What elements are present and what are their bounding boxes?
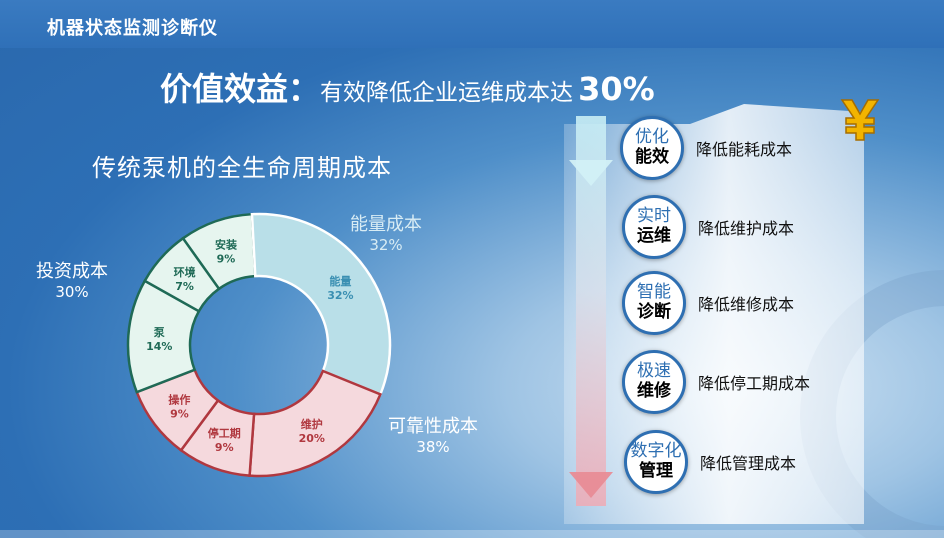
benefit-badge: 数字化 管理 [624, 430, 688, 494]
benefit-item-management: 数字化 管理 降低管理成本 [624, 430, 796, 494]
group-percent: 38% [416, 438, 450, 457]
headline: 价值效益：有效降低企业运维成本达 30% [160, 64, 655, 110]
group-label-reliability: 可靠性成本 38% [388, 415, 478, 458]
slice-value: 32% [327, 289, 353, 302]
badge-bottom: 运维 [637, 226, 671, 246]
slice-label: 泵 [154, 326, 165, 339]
group-percent: 32% [369, 236, 403, 255]
chart-title: 传统泵机的全生命周期成本 [92, 154, 392, 182]
badge-top: 极速 [637, 361, 671, 382]
benefit-label: 降低维护成本 [698, 219, 795, 238]
slice-value: 14% [146, 340, 172, 353]
badge-bottom: 能效 [635, 147, 669, 167]
benefit-item-repair: 智能 诊断 降低维修成本 [622, 271, 794, 335]
headline-percent: 30% [578, 70, 655, 108]
benefit-item-maintenance: 实时 运维 降低维护成本 [622, 195, 794, 259]
badge-top: 实时 [637, 206, 671, 227]
slice-label: 环境 [174, 265, 196, 279]
group-percent: 30% [55, 283, 89, 302]
badge-top: 智能 [637, 282, 671, 303]
benefits-panel [564, 104, 864, 524]
yen-icon [840, 99, 880, 141]
donut-hole [191, 277, 327, 413]
arrow-head-top [569, 160, 613, 186]
arrow-head-bottom [569, 472, 613, 498]
slice-label: 安装 [215, 238, 237, 252]
benefit-label: 降低能耗成本 [696, 140, 793, 159]
group-label-investment: 投资成本 30% [36, 260, 108, 303]
benefit-label: 降低维修成本 [698, 295, 795, 314]
benefit-item-downtime: 极速 维修 降低停工期成本 [622, 350, 810, 414]
benefit-label: 降低管理成本 [700, 454, 797, 473]
benefit-badge: 优化 能效 [620, 116, 684, 180]
benefit-badge: 智能 诊断 [622, 271, 686, 335]
slice-value: 9% [170, 408, 189, 421]
bottom-strip [0, 530, 944, 538]
badge-bottom: 管理 [639, 461, 673, 481]
title-bar: 机器状态监测诊断仪 [0, 0, 944, 48]
group-label-energy: 能量成本 32% [350, 213, 422, 256]
benefit-item-energy: 优化 能效 降低能耗成本 [620, 116, 792, 180]
benefit-badge: 极速 维修 [622, 350, 686, 414]
slice-value: 7% [175, 280, 194, 293]
benefit-label: 降低停工期成本 [698, 374, 811, 393]
group-name: 投资成本 [36, 261, 108, 282]
slice-value: 20% [299, 432, 325, 445]
group-name: 能量成本 [350, 214, 422, 235]
badge-bottom: 维修 [637, 381, 671, 401]
headline-main: 价值效益： [160, 70, 321, 108]
donut-slice-6 [143, 236, 221, 313]
slice-label: 操作 [168, 393, 190, 407]
app-title: 机器状态监测诊断仪 [47, 18, 218, 39]
slice-label: 能量 [329, 274, 351, 288]
slice-value: 9% [215, 441, 234, 454]
group-name: 可靠性成本 [388, 416, 478, 437]
badge-bottom: 诊断 [637, 302, 671, 322]
donut-slice-2 [248, 369, 382, 478]
benefit-badge: 实时 运维 [622, 195, 686, 259]
donut-slice-1 [250, 212, 392, 396]
slice-label: 停工期 [208, 426, 241, 440]
slice-label: 维护 [301, 417, 323, 431]
badge-top: 数字化 [630, 441, 682, 462]
headline-sub: 有效降低企业运维成本达 [320, 80, 574, 106]
badge-top: 优化 [635, 127, 669, 148]
slice-value: 9% [217, 253, 236, 266]
